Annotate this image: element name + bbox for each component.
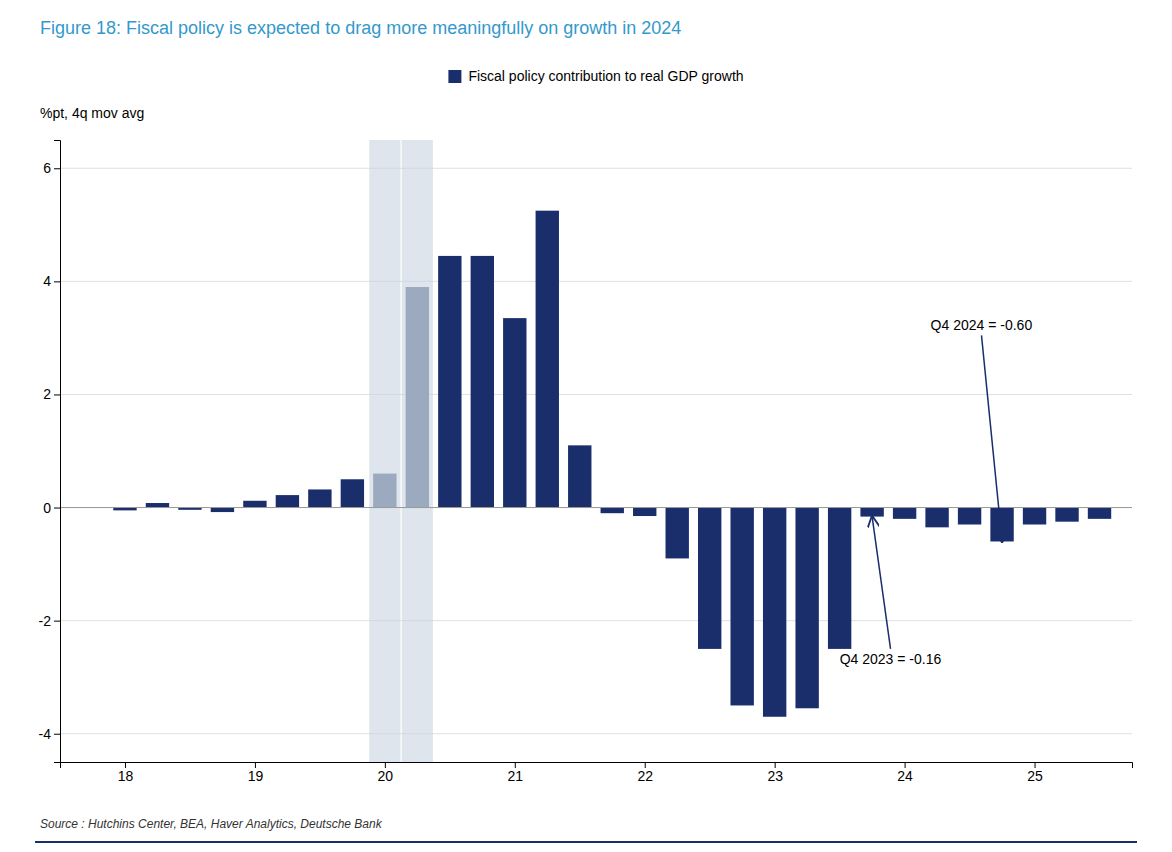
tick: 18	[118, 762, 134, 784]
grid-line	[60, 394, 1132, 395]
bar	[698, 508, 721, 649]
source: Source : Hutchins Center, BEA, Haver Ana…	[40, 817, 383, 831]
bar	[1088, 508, 1111, 519]
bar	[243, 501, 266, 508]
bar	[860, 508, 883, 517]
legend: Fiscal policy contribution to real GDP g…	[448, 68, 743, 84]
bar	[730, 508, 753, 706]
tick: 2	[43, 386, 60, 402]
tick-mark	[54, 734, 60, 735]
tick-mark	[54, 168, 60, 169]
bar	[958, 508, 981, 525]
bar	[308, 489, 331, 507]
annotation: Q4 2023 = -0.16	[840, 651, 942, 667]
shaded-band	[402, 140, 433, 762]
bar	[795, 508, 818, 709]
tick-mark	[54, 621, 60, 622]
tick-label: -4	[39, 726, 52, 742]
chart: 1819202122232425-4-20246Q4 2024 = -0.60Q…	[0, 0, 1172, 852]
tick: 19	[248, 762, 264, 784]
bar	[146, 503, 169, 508]
tick-label: 24	[897, 768, 913, 784]
tick-label: 6	[43, 160, 51, 176]
bar	[1023, 508, 1046, 525]
bar	[633, 508, 656, 516]
y-axis-label: %pt, 4q mov avg	[40, 105, 144, 121]
tick-mark	[54, 281, 60, 282]
axis-line	[61, 763, 1133, 769]
bar	[925, 508, 948, 528]
tick-label: 25	[1027, 768, 1043, 784]
tick-label: 4	[43, 273, 51, 289]
tick-label: 20	[378, 768, 394, 784]
title: Figure 18: Fiscal policy is expected to …	[40, 18, 681, 38]
bar	[666, 508, 689, 559]
bar	[893, 508, 916, 519]
tick: 22	[637, 762, 653, 784]
bar	[503, 318, 526, 507]
grid-line	[60, 733, 1132, 734]
bar	[763, 508, 786, 717]
tick: 24	[897, 762, 913, 784]
legend-swatch	[448, 70, 461, 83]
tick: 21	[507, 762, 523, 784]
tick: 6	[43, 160, 60, 176]
bar	[601, 508, 624, 514]
tick-label: 2	[43, 386, 51, 402]
bar	[536, 211, 559, 508]
bar	[568, 445, 591, 507]
grid-line	[60, 281, 1132, 282]
bar	[471, 256, 494, 508]
border-line	[35, 841, 1137, 843]
y-axis: -4 -2 0 2 4 6	[39, 141, 61, 763]
tick-label: -2	[39, 613, 52, 629]
tick: 23	[767, 762, 783, 784]
annotations: Q4 2024 = -0.60 Q4 2023 = -0.16	[840, 317, 1033, 667]
axis-line	[54, 141, 61, 763]
zero-line	[60, 507, 1132, 508]
tick-label: 0	[43, 500, 51, 516]
tick-label: 19	[248, 768, 264, 784]
tick-label: 23	[767, 768, 783, 784]
shaded-band	[369, 140, 400, 762]
tick: 0	[43, 500, 60, 516]
tick: 20	[378, 762, 394, 784]
tick: 25	[1027, 762, 1043, 784]
grid-line	[60, 168, 1132, 169]
grid-line	[60, 620, 1132, 621]
annotation-arrow	[981, 335, 1002, 541]
bar	[1055, 508, 1078, 522]
tick-label: 21	[507, 768, 523, 784]
bar	[341, 479, 364, 507]
tick-mark	[54, 508, 60, 509]
plot-area: 1819202122232425-4-20246Q4 2024 = -0.60Q…	[39, 140, 1133, 784]
bar	[828, 508, 851, 649]
bar	[373, 474, 396, 508]
bar	[211, 508, 234, 513]
tick: -4	[39, 726, 60, 742]
marks	[113, 140, 1111, 762]
annotation-arrow	[872, 517, 890, 649]
grid	[60, 168, 1132, 733]
grid-line	[60, 507, 1132, 508]
tick-mark	[54, 394, 60, 395]
annotation: Q4 2024 = -0.60	[931, 317, 1033, 333]
tick: -2	[39, 613, 60, 629]
tick-label: 22	[637, 768, 653, 784]
bar	[438, 256, 461, 508]
bar	[406, 287, 429, 508]
bar	[276, 495, 299, 507]
x-axis: 18 19 20 21 22 23 24 25	[61, 762, 1133, 784]
tick-label: 18	[118, 768, 134, 784]
tick: 4	[43, 273, 60, 289]
legend-label: Fiscal policy contribution to real GDP g…	[468, 68, 743, 84]
